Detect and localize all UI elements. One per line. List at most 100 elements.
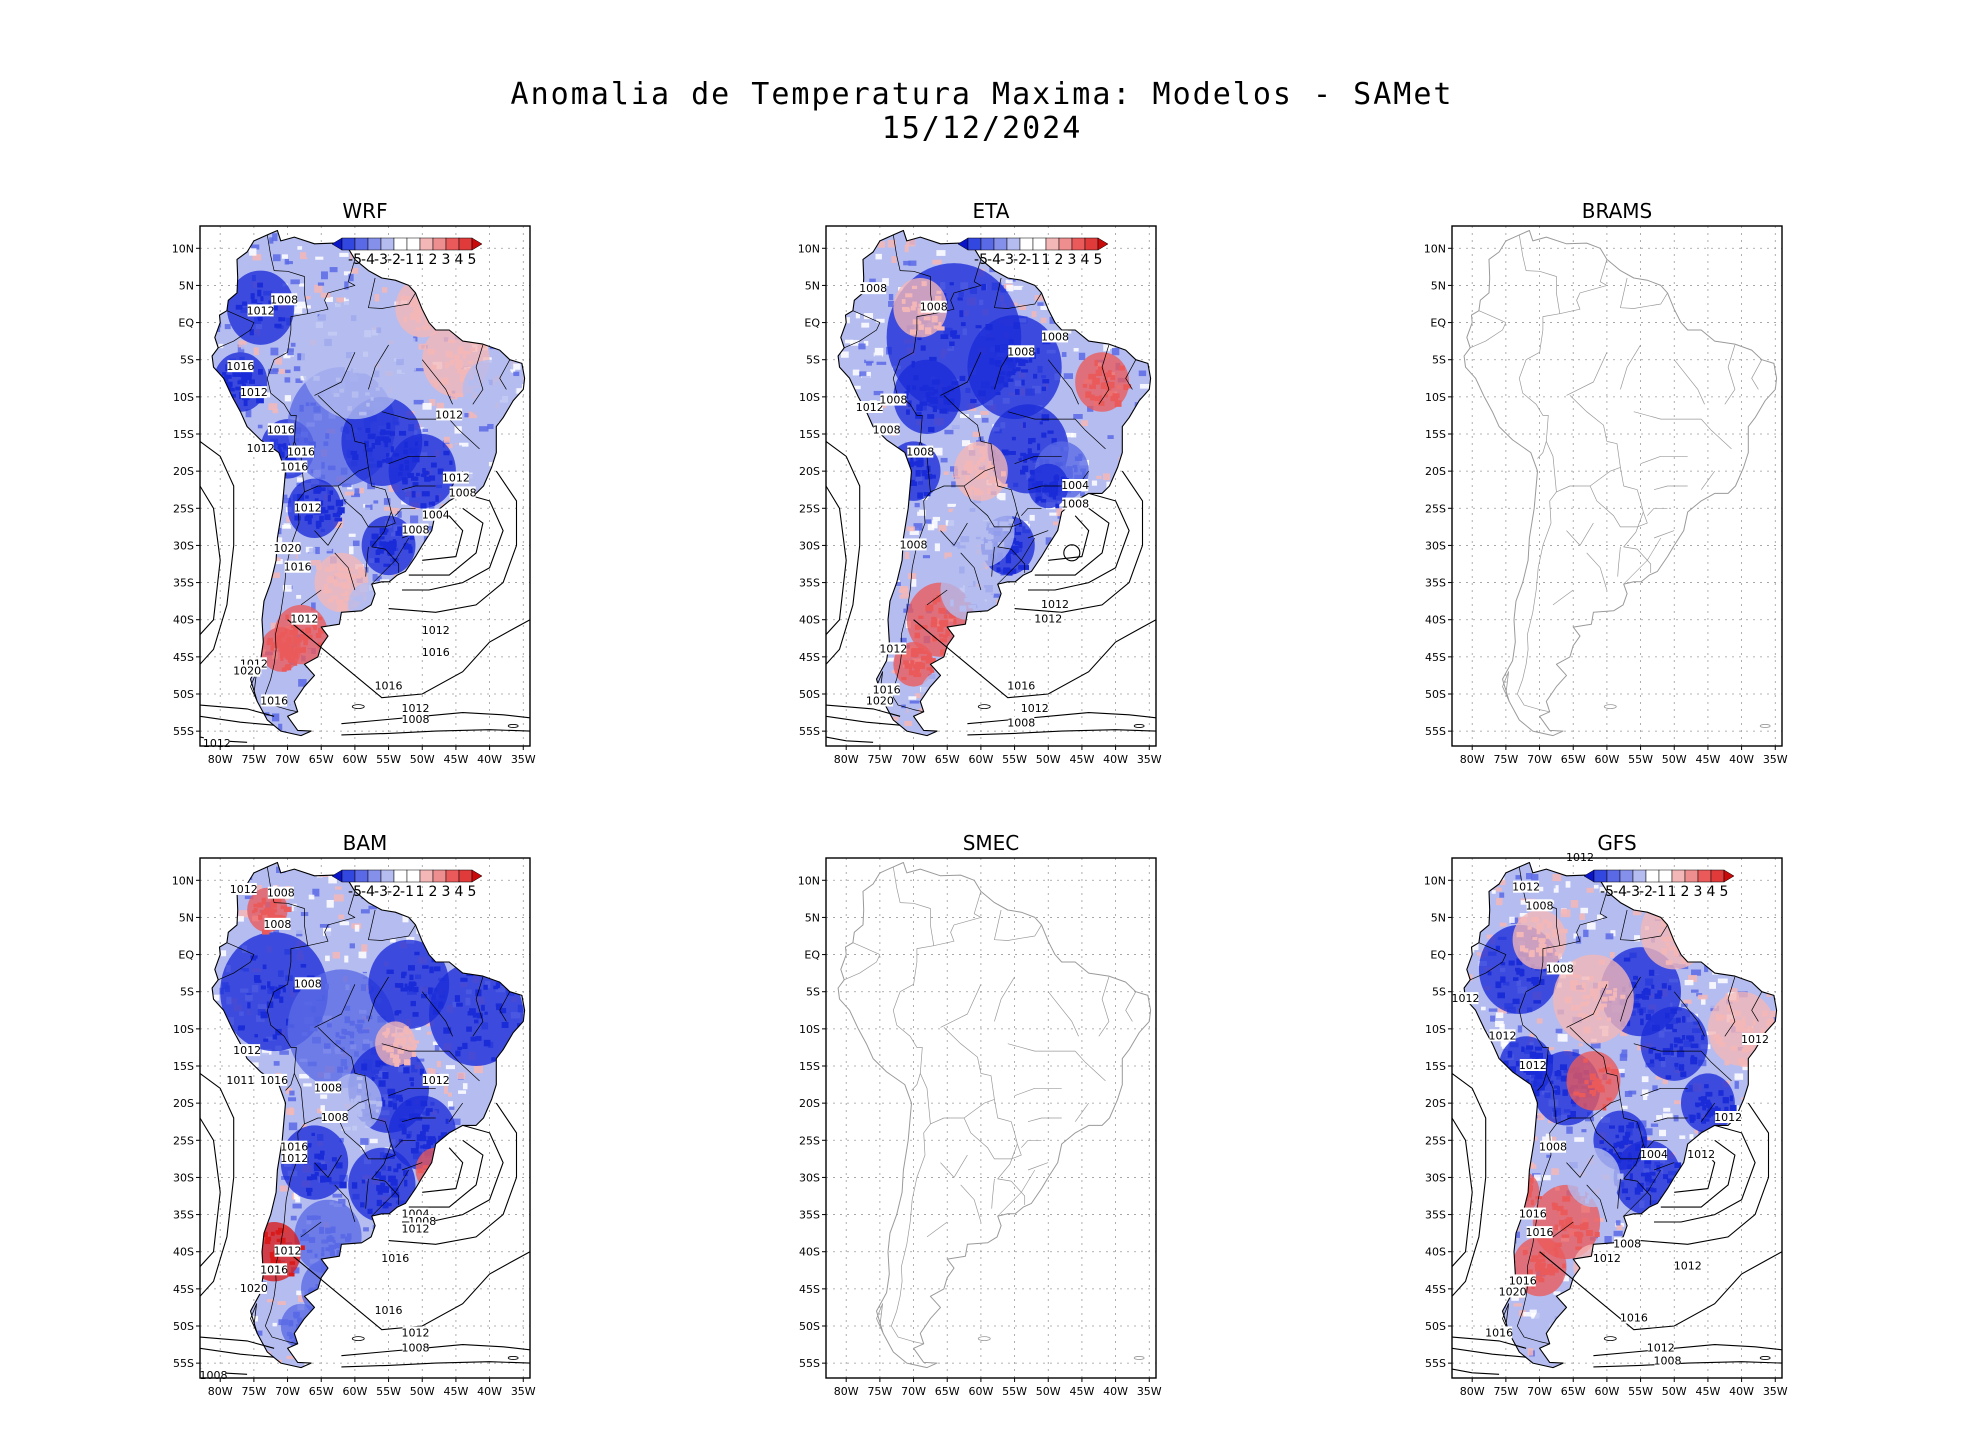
field-cell — [477, 1339, 488, 1346]
contour-label: 1008 — [402, 1341, 430, 1354]
field-cell — [1055, 291, 1063, 298]
field-cell — [870, 455, 876, 461]
lat-tick-label: 10N — [172, 242, 194, 255]
field-cell — [312, 1215, 318, 1220]
field-cell — [335, 1269, 340, 1275]
field-cell — [945, 677, 950, 685]
field-cell — [981, 283, 986, 291]
field-cell — [908, 461, 914, 468]
colorbar-segment — [406, 237, 421, 251]
field-cell — [512, 922, 522, 930]
field-cell — [372, 574, 382, 582]
field-cell — [272, 1322, 277, 1327]
field-cell — [247, 607, 257, 611]
field-cell — [513, 371, 520, 377]
field-cell — [470, 1036, 477, 1042]
field-cell — [857, 242, 864, 248]
field-cell — [995, 670, 1002, 676]
country-border — [300, 1221, 322, 1238]
field-cell — [1135, 635, 1144, 643]
field-cell — [862, 347, 870, 354]
field-cell — [311, 1132, 315, 1137]
field-cell — [526, 546, 532, 551]
field-cell — [869, 230, 880, 235]
field-cell — [935, 680, 944, 687]
lat-tick-label: 25S — [173, 502, 194, 515]
field-cell — [973, 488, 980, 496]
field-cell — [332, 669, 338, 677]
field-cell — [875, 253, 882, 260]
field-cell — [988, 694, 998, 702]
anomaly-blob — [967, 315, 1062, 420]
gridlines — [1452, 226, 1782, 746]
field-cell — [381, 670, 390, 677]
field-cell — [418, 360, 426, 365]
field-cell — [386, 1027, 390, 1034]
field-cell — [912, 664, 917, 669]
field-cell — [329, 1305, 334, 1309]
south-georgia — [1759, 724, 1771, 728]
field-cell — [376, 436, 384, 441]
field-cell — [254, 1034, 258, 1038]
field-cell — [869, 278, 876, 284]
field-cell — [931, 714, 939, 719]
field-cell — [1031, 311, 1037, 318]
field-cell — [523, 1165, 525, 1169]
field-cell — [1119, 492, 1125, 501]
field-cell — [380, 429, 386, 436]
field-cell — [333, 673, 339, 681]
field-cell — [379, 536, 385, 540]
country-border — [1559, 259, 1608, 315]
field-cell — [1049, 482, 1053, 488]
field-cell — [339, 1035, 346, 1039]
field-cell — [1118, 568, 1124, 573]
lat-tick-label: 25S — [173, 1134, 194, 1147]
field-cell — [380, 862, 386, 869]
country-border — [421, 991, 453, 1037]
field-cell — [306, 1191, 312, 1196]
contour-label-bg — [240, 386, 267, 399]
field-cell — [220, 256, 226, 265]
lat-tick-label: 40S — [799, 614, 820, 627]
field-cell — [916, 471, 921, 477]
country-border — [1518, 234, 1561, 353]
field-cell — [256, 397, 264, 404]
field-cell — [512, 1237, 519, 1245]
field-cell — [1131, 456, 1138, 464]
field-cell — [262, 1049, 272, 1055]
field-cell — [1013, 531, 1022, 536]
field-cell — [441, 1150, 449, 1157]
field-cell — [338, 684, 345, 692]
field-cell — [221, 920, 231, 927]
field-cell — [298, 737, 305, 742]
field-cell — [516, 974, 524, 983]
field-cell — [1049, 672, 1057, 679]
lon-tick-label: 65W — [935, 753, 960, 766]
field-cell — [239, 623, 246, 629]
lon-tick-label: 65W — [1561, 753, 1586, 766]
field-cell — [434, 717, 443, 724]
field-cell — [1049, 645, 1059, 654]
field-cell — [1065, 582, 1072, 590]
field-cell — [322, 679, 329, 683]
colorbar-segment — [1058, 237, 1073, 251]
field-cell — [237, 478, 242, 485]
field-cell — [267, 1147, 274, 1152]
field-cell — [357, 1316, 363, 1324]
field-cell — [289, 1107, 294, 1116]
field-cell — [462, 268, 472, 276]
lat-tick-label: 35S — [173, 577, 194, 590]
colorbar-label: -2 — [387, 252, 401, 268]
field-cell — [401, 972, 406, 979]
field-cell — [968, 421, 979, 430]
field-cell — [851, 385, 861, 390]
field-cell — [943, 614, 948, 619]
field-cell — [932, 379, 940, 385]
contour-label-bg — [402, 713, 429, 725]
field-cell — [1106, 345, 1115, 350]
field-cell — [1073, 300, 1082, 307]
lat-tick-label: 15S — [173, 1060, 194, 1073]
field-cell — [443, 450, 450, 456]
field-cell — [419, 1068, 425, 1076]
field-cell — [229, 1059, 237, 1064]
